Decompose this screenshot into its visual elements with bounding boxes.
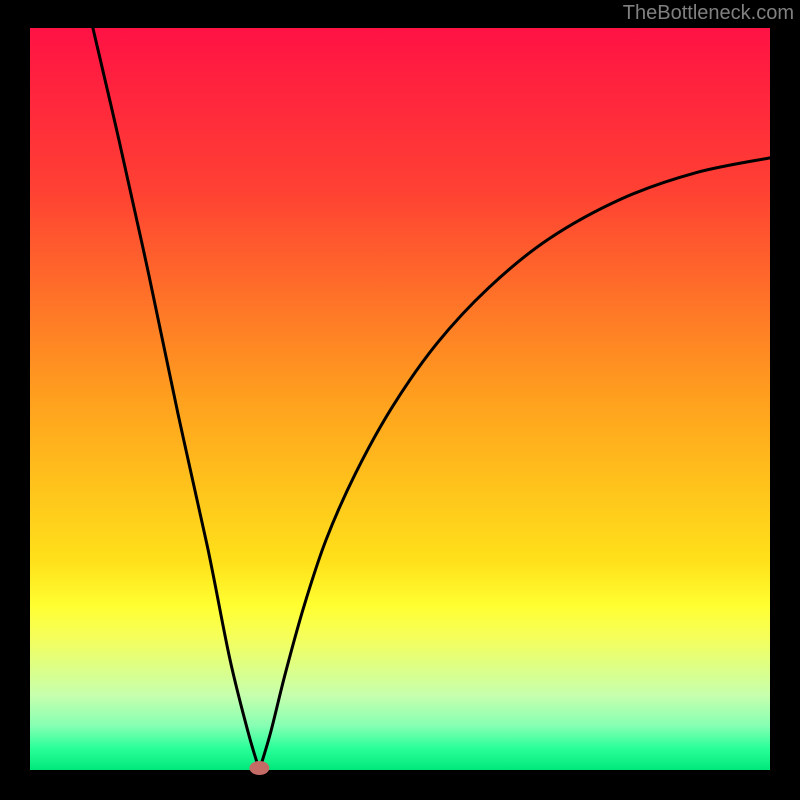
watermark-text: TheBottleneck.com [623,2,794,25]
bottleneck-chart [0,0,800,800]
plot-background-gradient [30,28,770,770]
minimum-marker [249,761,269,775]
chart-container: { "image": { "width": 800, "height": 800… [0,0,800,800]
